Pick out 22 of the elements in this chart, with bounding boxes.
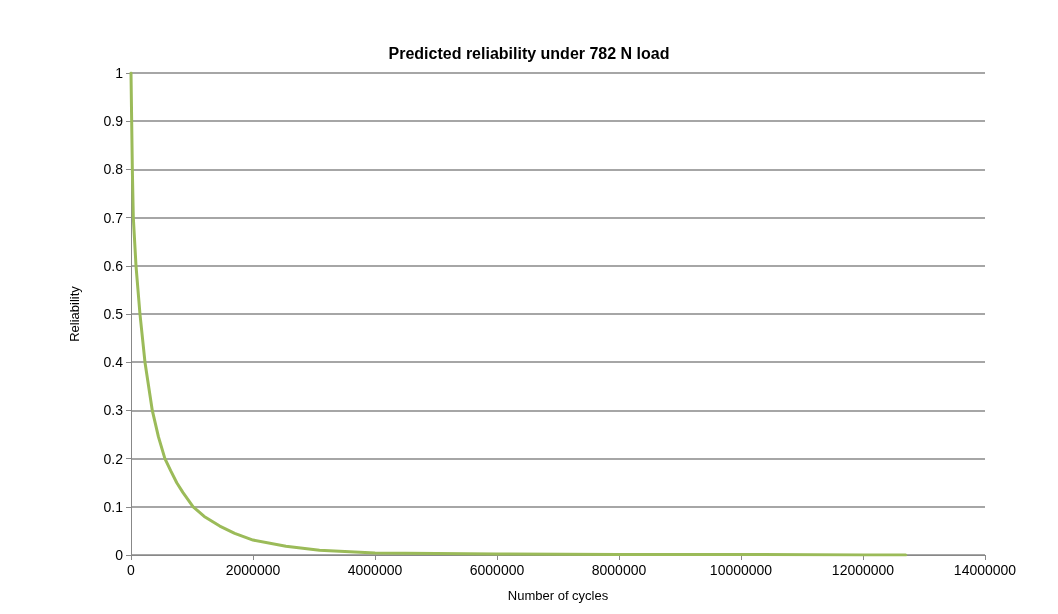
y-tick-label: 0.3: [103, 402, 124, 419]
y-tick-label: 0.1: [103, 498, 124, 515]
x-tick-label: 8000000: [591, 562, 647, 578]
x-tick-label: 6000000: [469, 562, 525, 578]
x-tick-label: 2000000: [225, 562, 281, 578]
y-tick-label: 0.5: [103, 306, 124, 322]
x-tick-label: 12000000: [831, 562, 895, 578]
y-tick-label: 0.2: [103, 450, 124, 467]
y-tick-label: 0.9: [103, 113, 124, 130]
x-tick-label: 0: [127, 562, 136, 578]
y-tick-label: 0.7: [103, 209, 124, 226]
chart-title: Predicted reliability under 782 N load: [388, 44, 670, 62]
y-tick-label: 0: [115, 547, 124, 563]
x-tick-label: 4000000: [347, 562, 403, 578]
y-tick-label: 0.6: [103, 257, 124, 274]
y-axis-title: Reliability: [67, 285, 82, 342]
y-tick-label: 1: [115, 65, 124, 81]
x-axis-title: Number of cycles: [507, 588, 609, 603]
y-tick-label: 0.8: [103, 161, 124, 178]
x-tick-label: 14000000: [953, 562, 1017, 578]
y-tick-label: 0.4: [103, 354, 124, 371]
x-tick-label: 10000000: [709, 562, 773, 578]
